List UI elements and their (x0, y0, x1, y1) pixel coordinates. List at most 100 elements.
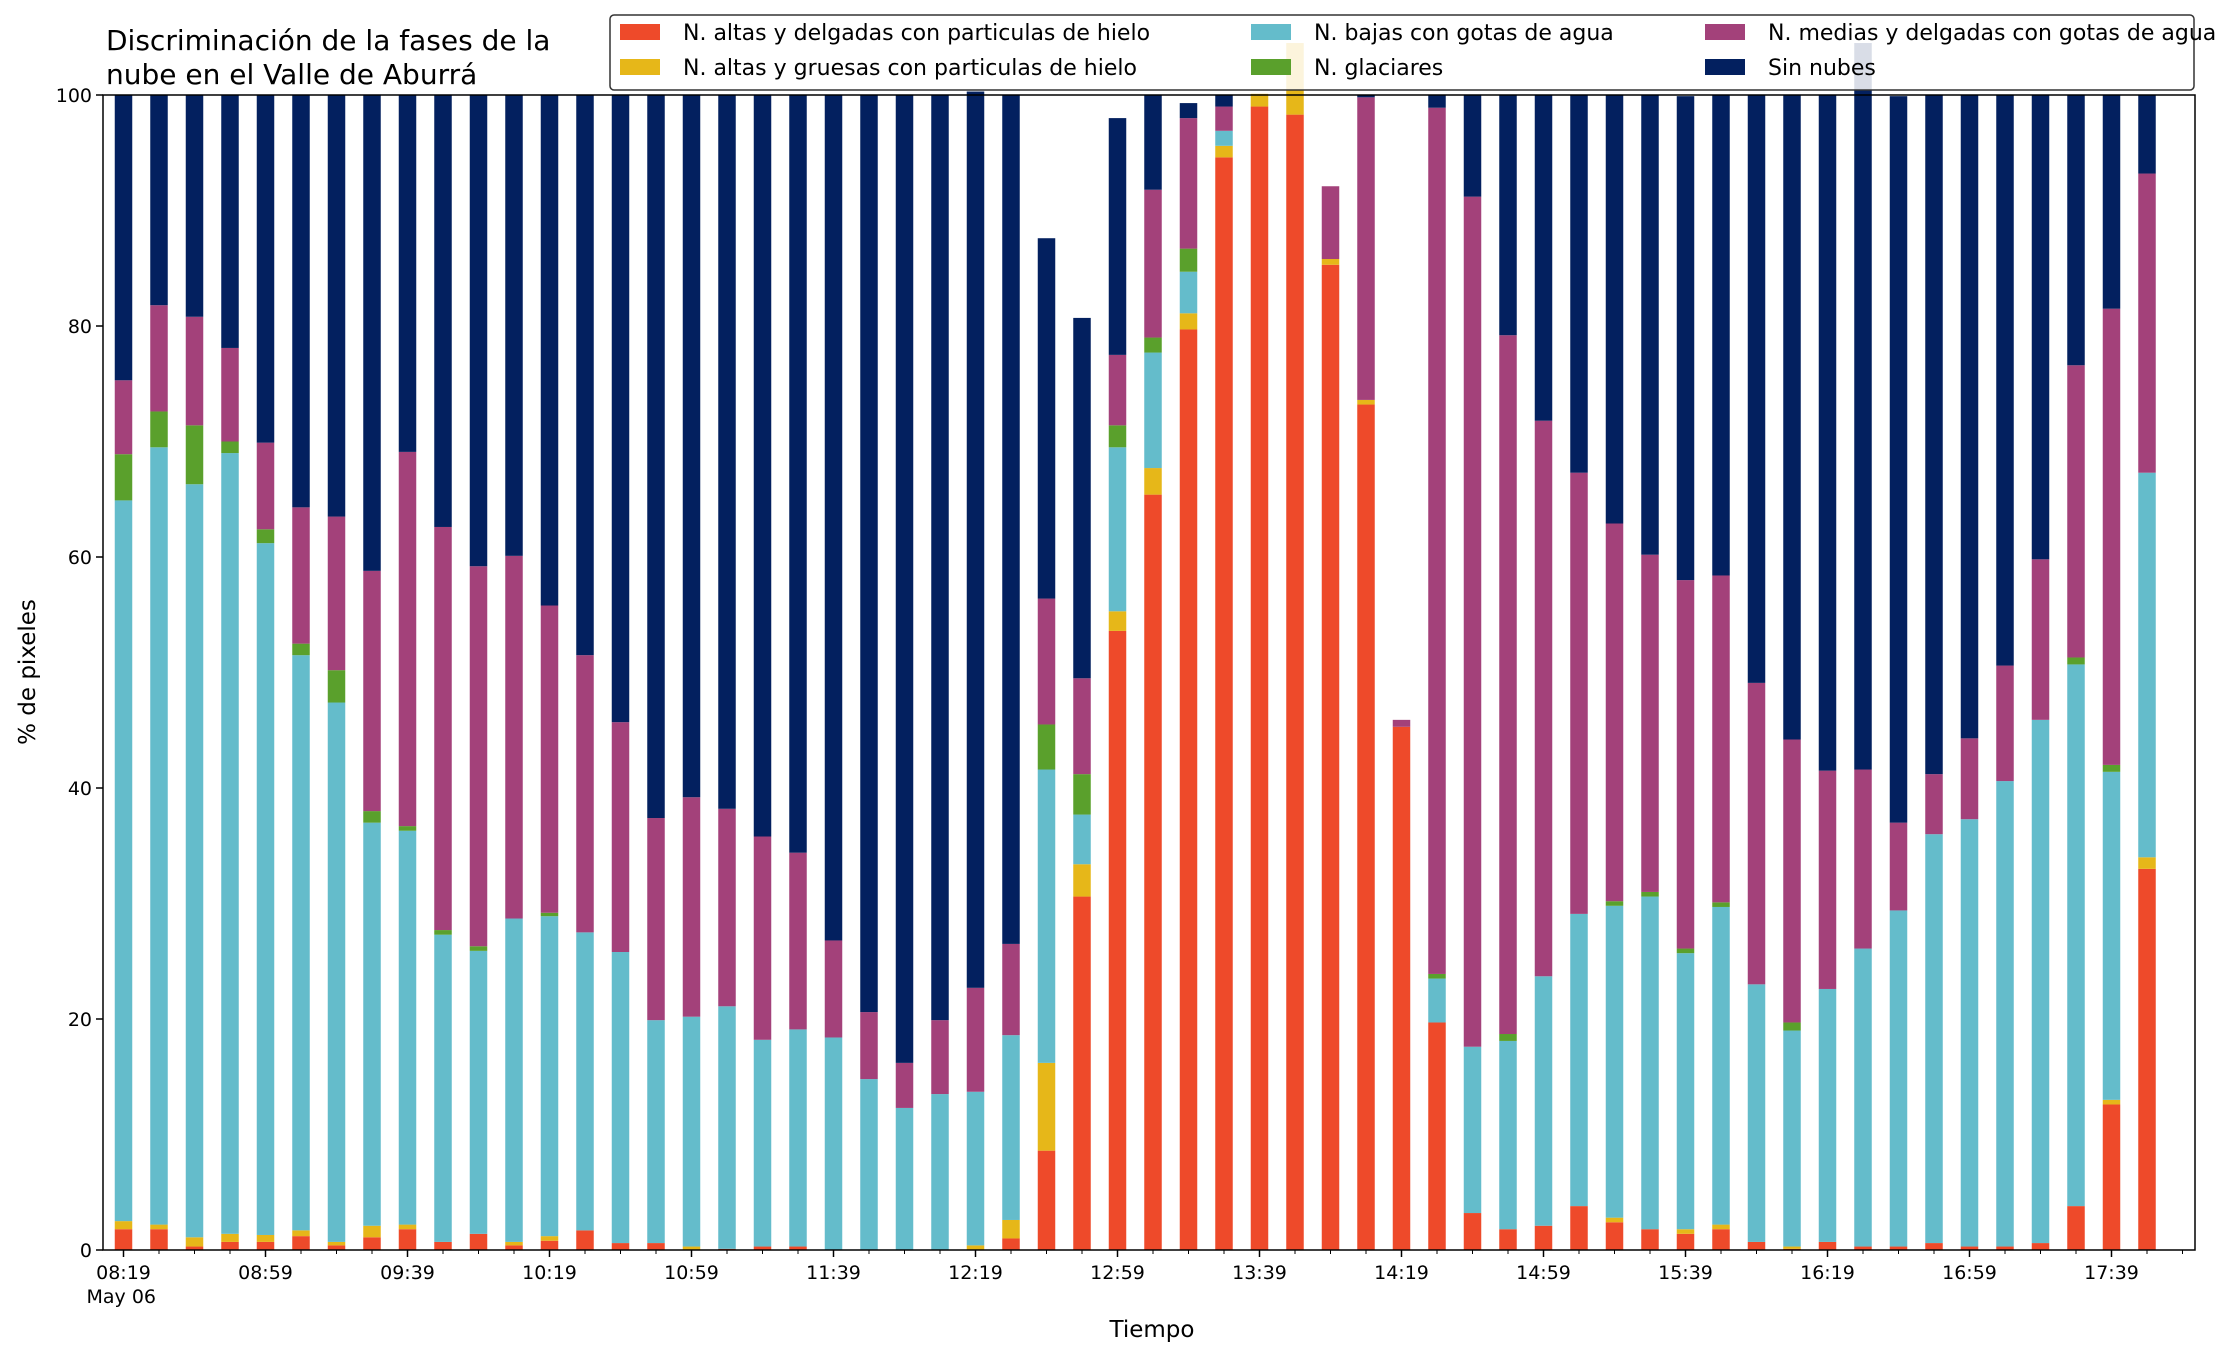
bar-segment-s2-16 (682, 1016, 701, 1247)
bar-segment-s3-44 (1676, 948, 1695, 954)
x-tick-label: 12:59 (1090, 1262, 1145, 1284)
bar-segment-s0-12 (540, 1240, 559, 1250)
bar-segment-s5-35 (1357, 95, 1375, 98)
bar-segment-s0-4 (256, 1241, 275, 1250)
bar-segment-s0-50 (1889, 1246, 1908, 1250)
bar-segment-s1-24 (966, 1245, 985, 1250)
bar-segment-s4-36 (1392, 719, 1411, 727)
bar-segment-s2-47 (1783, 1030, 1801, 1247)
bar-segment-s5-43 (1641, 95, 1659, 555)
bar-segment-s4-15 (647, 818, 665, 1021)
bar-segment-s1-32 (1250, 93, 1269, 107)
bar-segment-s4-43 (1641, 554, 1659, 892)
x-tick-label: 08:59 (238, 1262, 293, 1284)
bar-segment-s0-33 (1286, 114, 1304, 1250)
bar-segment-s5-7 (363, 95, 381, 571)
bar-segment-s3-30 (1179, 248, 1198, 272)
bar-segment-s5-49 (1854, 43, 1872, 770)
bar-segment-s0-32 (1250, 106, 1269, 1250)
bar-segment-s3-0 (114, 454, 133, 501)
bar-segment-s5-11 (505, 95, 523, 556)
bar-segment-s4-45 (1712, 575, 1730, 903)
bar-segment-s2-48 (1818, 988, 1837, 1242)
bar-segment-s0-40 (1534, 1225, 1553, 1250)
bar-segment-s0-19 (789, 1246, 807, 1250)
bar-segment-s5-51 (1925, 95, 1943, 775)
bar-segment-s5-31 (1215, 95, 1233, 107)
bar-segment-s0-51 (1925, 1243, 1943, 1250)
bar-segment-s1-35 (1357, 399, 1375, 405)
bar-segment-s2-50 (1889, 910, 1908, 1247)
bar-segment-s2-27 (1073, 814, 1091, 865)
bar-segment-s2-21 (860, 1079, 878, 1250)
bar-segment-s4-26 (1037, 598, 1056, 725)
bar-segment-s5-45 (1712, 95, 1730, 576)
bar-segment-s2-49 (1854, 948, 1872, 1247)
bar-segment-s2-15 (647, 1020, 665, 1244)
bar-segment-s2-56 (2102, 771, 2121, 1100)
bar-segment-s5-4 (256, 95, 275, 443)
bar-segment-s2-42 (1605, 905, 1624, 1218)
bar-segment-s0-9 (434, 1241, 452, 1250)
bar-segment-s5-0 (114, 95, 133, 381)
bar-segment-s3-26 (1037, 724, 1056, 770)
bar-segment-s0-5 (292, 1236, 310, 1250)
bar-segment-s5-28 (1108, 118, 1127, 355)
bar-segment-s4-55 (2067, 365, 2085, 658)
bar-segment-s0-46 (1747, 1241, 1766, 1250)
bar-segment-s2-55 (2067, 664, 2085, 1207)
bar-segment-s0-29 (1144, 494, 1162, 1250)
bar-segment-s2-23 (931, 1094, 949, 1250)
bar-segment-s0-11 (505, 1245, 523, 1250)
bar-segment-s4-12 (540, 605, 559, 913)
bar-segment-s1-56 (2102, 1099, 2121, 1105)
bar-segment-s4-10 (469, 566, 488, 947)
bar-segment-s2-9 (434, 934, 452, 1242)
bar-segment-s2-6 (327, 702, 346, 1242)
bar-segment-s5-23 (931, 95, 949, 1021)
bar-segment-s4-8 (398, 451, 417, 827)
bar-segment-s5-44 (1676, 96, 1695, 581)
bar-segment-s4-19 (789, 852, 807, 1030)
bar-segment-s5-1 (150, 95, 168, 306)
bar-segment-s3-4 (256, 529, 275, 544)
bar-segment-s0-10 (469, 1233, 488, 1250)
bar-segment-s5-20 (824, 95, 843, 941)
bar-segment-s2-52 (1960, 819, 1979, 1247)
bar-segment-s3-27 (1073, 774, 1091, 815)
bar-segment-s5-22 (895, 95, 914, 1063)
bar-segment-s0-48 (1818, 1241, 1837, 1250)
bar-segment-s5-2 (185, 95, 204, 317)
bar-segment-s4-23 (931, 1020, 949, 1095)
bar-segment-s0-26 (1037, 1150, 1056, 1250)
bar-segment-s0-57 (2138, 868, 2156, 1250)
bar-segment-s2-45 (1712, 906, 1730, 1225)
bar-segment-s1-12 (540, 1236, 559, 1241)
bar-segment-s2-44 (1676, 953, 1695, 1230)
bar-segment-s4-11 (505, 555, 523, 919)
bar-segment-s3-45 (1712, 902, 1730, 907)
bar-segment-s2-43 (1641, 896, 1659, 1230)
bar-segment-s4-40 (1534, 420, 1553, 977)
x-tick-label: 14:19 (1374, 1262, 1429, 1284)
bar-segment-s4-13 (576, 655, 594, 933)
bar-segment-s5-50 (1889, 96, 1908, 823)
y-tick-label: 80 (68, 316, 92, 338)
bar-segment-s5-39 (1499, 95, 1517, 336)
bar-segment-s4-1 (150, 305, 168, 412)
bar-segment-s3-42 (1605, 901, 1624, 906)
bar-segment-s2-26 (1037, 769, 1056, 1063)
bar-segment-s0-13 (576, 1230, 594, 1250)
bar-segment-s5-16 (682, 95, 701, 798)
bar-segment-s4-48 (1818, 770, 1837, 989)
bar-segment-s5-46 (1747, 95, 1766, 683)
bar-segment-s4-57 (2138, 173, 2156, 473)
x-tick-label: 12:19 (948, 1262, 1003, 1284)
bar-segment-s5-6 (327, 95, 346, 517)
bar-segment-s0-3 (221, 1241, 239, 1250)
bar-segment-s4-16 (682, 797, 701, 1017)
legend-swatch (620, 59, 660, 75)
bar-segment-s4-0 (114, 380, 133, 455)
y-tick-label: 100 (56, 85, 92, 107)
bar-segment-s0-1 (150, 1229, 168, 1250)
